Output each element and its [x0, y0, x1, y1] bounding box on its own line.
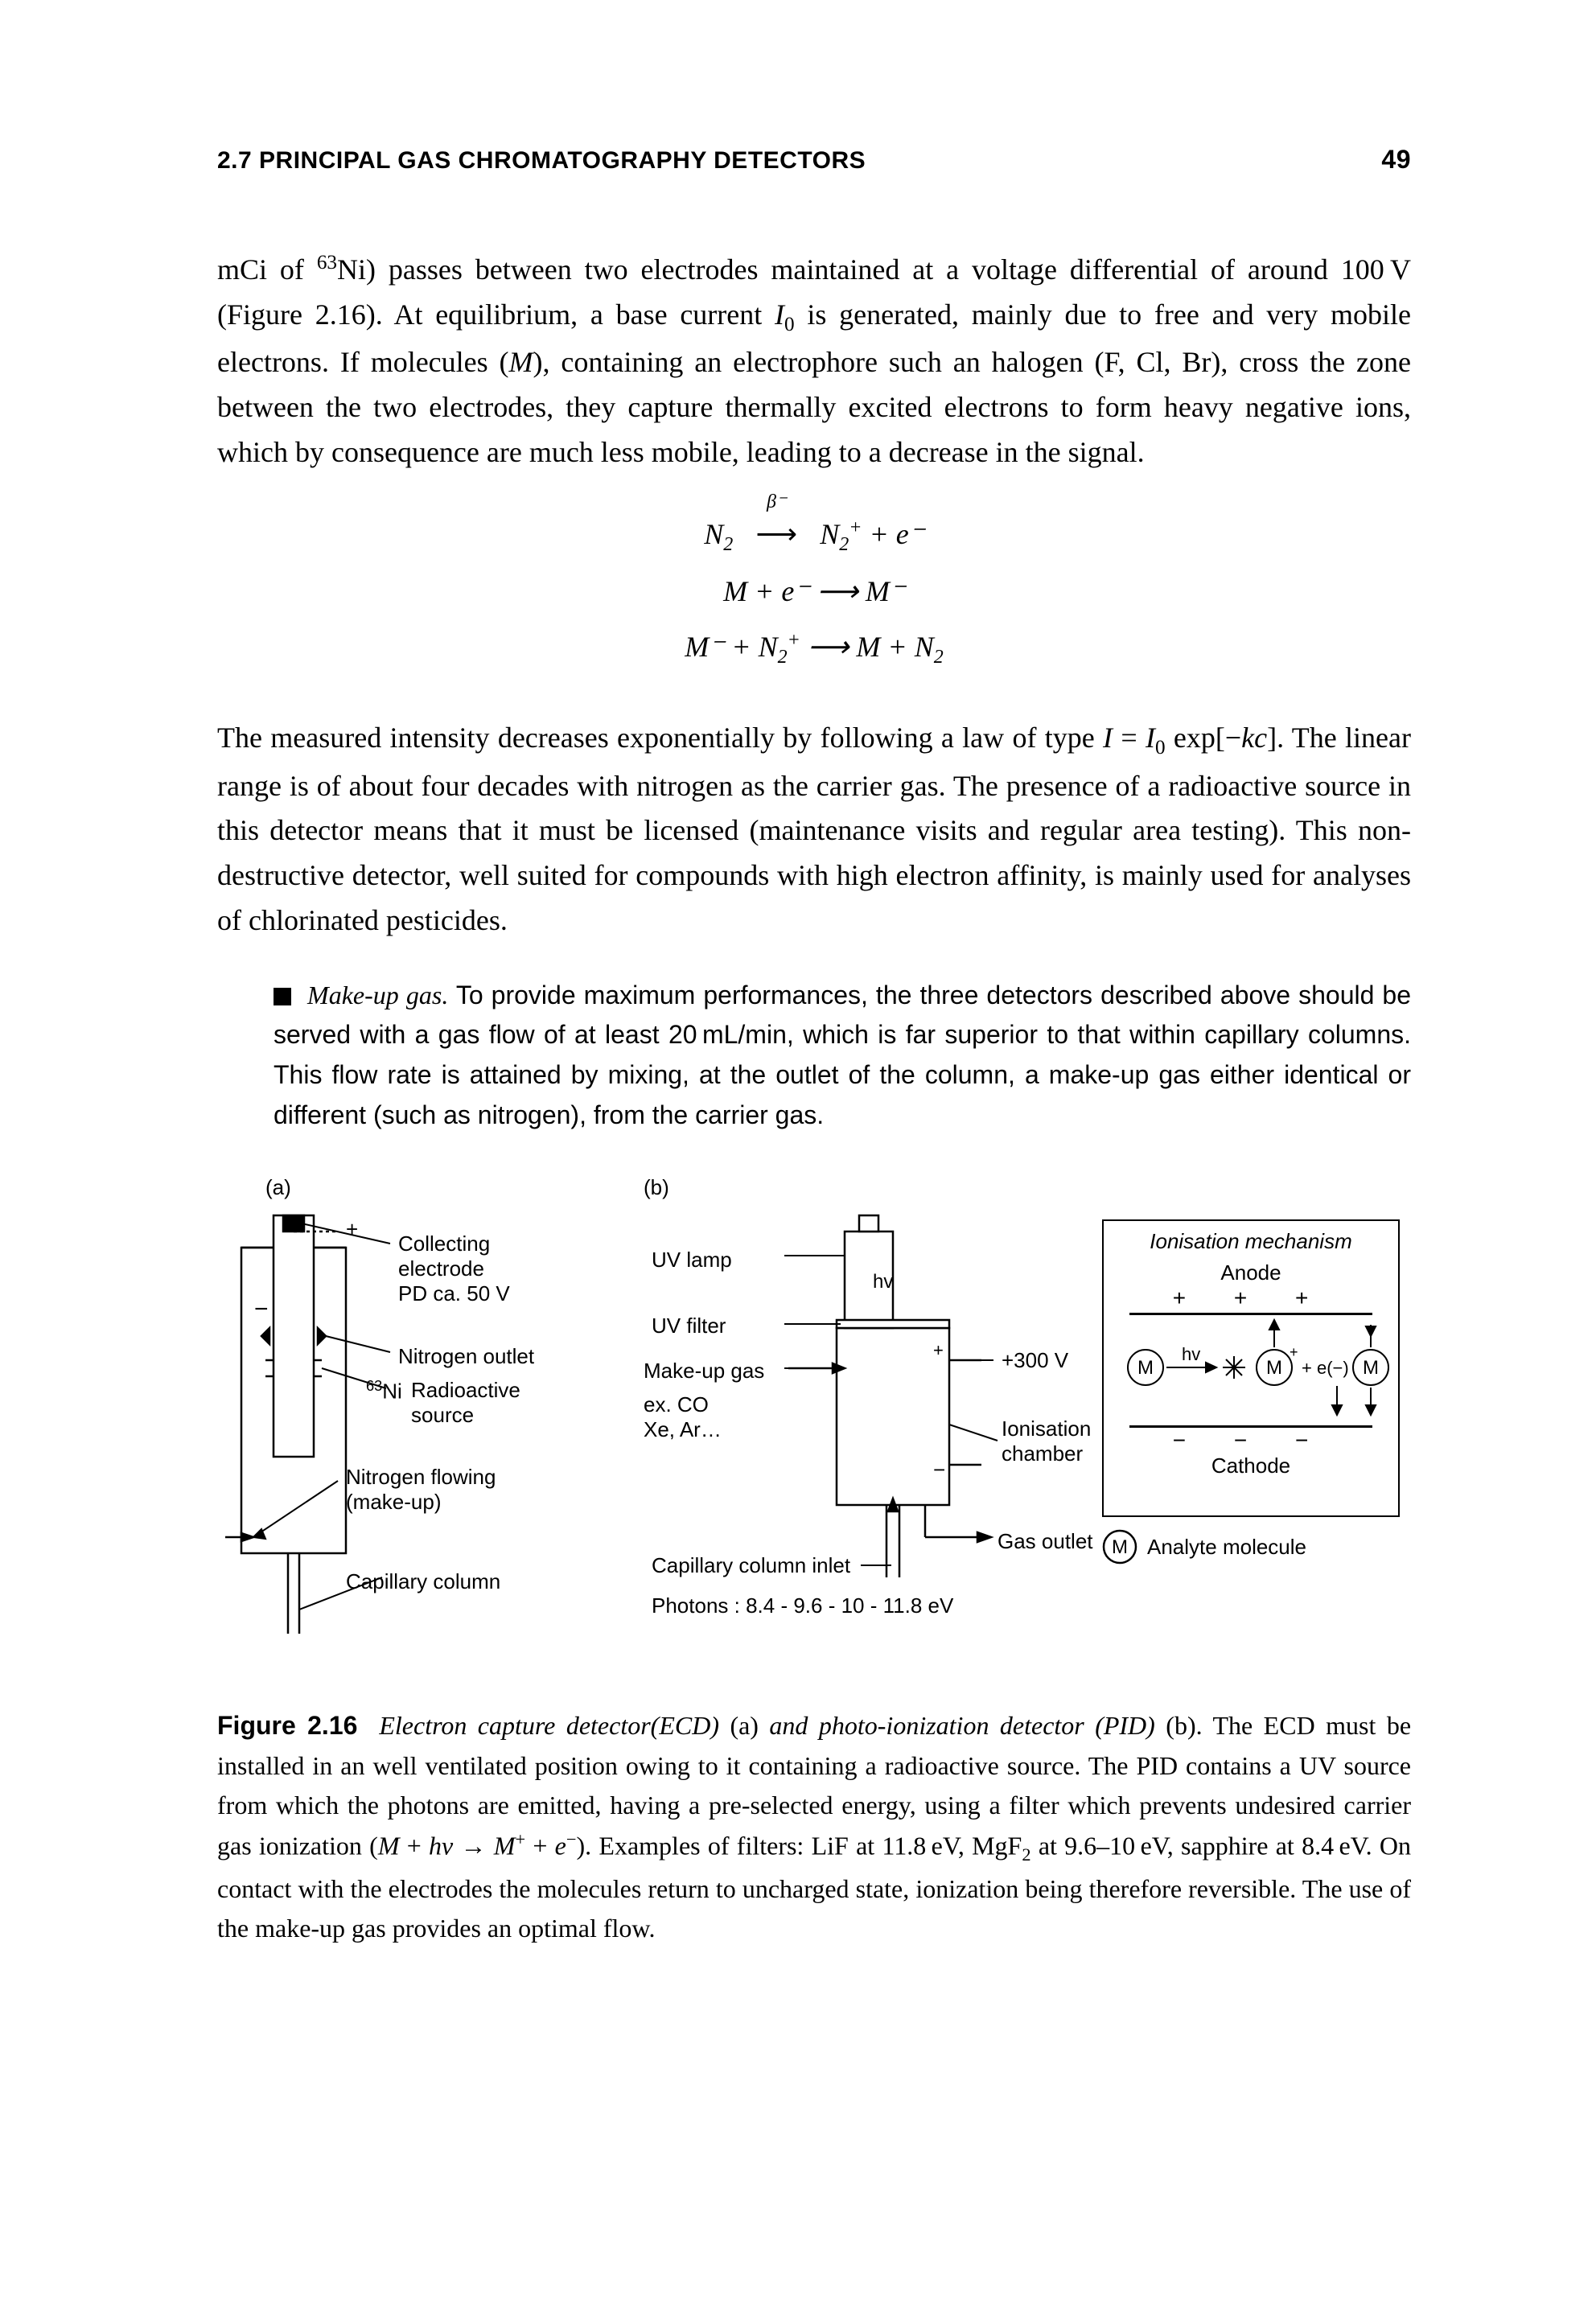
eq1-rsup: +: [849, 517, 862, 538]
eq1-rb: + e⁻: [862, 518, 923, 550]
figA-cap: Capillary column: [346, 1569, 500, 1594]
svg-text:M: M: [1112, 1536, 1128, 1558]
p1-a: mCi of: [217, 253, 317, 286]
eq3-b: ⟶ M + N: [800, 631, 934, 663]
figA-noutlet: Nitrogen outlet: [398, 1344, 534, 1369]
eq1-sub: 2: [723, 535, 733, 556]
page-number: 49: [1381, 145, 1411, 175]
eq3-s1: 2: [778, 647, 788, 668]
svg-text:M: M: [1137, 1357, 1154, 1379]
ion-mechanism-box: Ionisation mechanism Anode + + + M hv: [1102, 1219, 1400, 1517]
eq-2: M + e⁻ ⟶ M⁻: [217, 564, 1411, 619]
cap-b: (a): [719, 1711, 769, 1740]
figB-gasout: Gas outlet: [998, 1529, 1093, 1554]
section-title: 2.7 PRINCIPAL GAS CHROMATOGRAPHY DETECTO…: [217, 147, 866, 175]
figA-radio-pre: 63: [366, 1378, 382, 1394]
box-analyte-row: M Analyte molecule: [1102, 1529, 1306, 1565]
figB-uvlamp: UV lamp: [652, 1248, 732, 1273]
figB-ion: Ionisation chamber: [1002, 1416, 1091, 1466]
cap-c: and photo-ionization detector (PID): [769, 1711, 1154, 1740]
paragraph-2: The measured intensity decreases exponen…: [217, 716, 1411, 943]
box-analyte: Analyte molecule: [1147, 1535, 1306, 1560]
figB-tag: (b): [644, 1175, 669, 1200]
figA-collecting: Collecting electrode PD ca. 50 V: [398, 1231, 510, 1306]
eq1-beta: β⁻: [740, 484, 812, 521]
eq-1: N2 β⁻ ⟶ N2+ + e⁻: [217, 507, 1411, 564]
svg-text:M: M: [1266, 1357, 1282, 1379]
figB-300v: +300 V: [1002, 1348, 1068, 1373]
svg-text:hv: hv: [1182, 1344, 1200, 1364]
eq3-s2: 2: [934, 647, 944, 668]
box-svg: M hv M + + e(−) M: [1113, 1315, 1390, 1420]
box-anode: Anode: [1113, 1260, 1388, 1285]
box-cathode: Cathode: [1113, 1453, 1388, 1478]
figA-radio: Ni: [382, 1379, 402, 1404]
figB-uvfilter: UV filter: [652, 1314, 726, 1338]
figure-caption: Figure 2.16 Electron capture detector(EC…: [217, 1706, 1411, 1949]
svg-text:+ e(−): + e(−): [1302, 1358, 1349, 1378]
figA-radio-text: Radioactive source: [411, 1378, 520, 1428]
figA-tag: (a): [265, 1175, 291, 1200]
paragraph-1: mCi of 63Ni) passes between two electrod…: [217, 247, 1411, 475]
cap-a: Electron capture detector(ECD): [379, 1711, 719, 1740]
eq1-l: N: [704, 518, 723, 550]
eq3-p1: +: [788, 630, 800, 651]
svg-text:hv: hv: [873, 1271, 893, 1293]
figB-capin: Capillary column inlet: [652, 1553, 850, 1578]
note-lead: Make-up gas.: [307, 981, 448, 1009]
figB-makeup: Make-up gas: [644, 1359, 764, 1384]
svg-text:+: +: [933, 1340, 944, 1360]
svg-text:+: +: [1290, 1344, 1298, 1360]
equation-block: N2 β⁻ ⟶ N2+ + e⁻ M + e⁻ ⟶ M⁻ M⁻ + N2+ ⟶ …: [217, 507, 1411, 676]
running-header: 2.7 PRINCIPAL GAS CHROMATOGRAPHY DETECTO…: [217, 145, 1411, 175]
cap-e: ). Examples of filters: LiF at 11.8 eV, …: [577, 1832, 1022, 1861]
svg-text:+: +: [346, 1217, 358, 1241]
svg-text:−: −: [933, 1458, 945, 1482]
cap-label: Figure 2.16: [217, 1711, 357, 1740]
svg-text:−: −: [254, 1296, 269, 1322]
bullet-icon: [274, 988, 291, 1005]
makeup-gas-note: Make-up gas. To provide maximum performa…: [274, 976, 1411, 1135]
eq1-rsub: 2: [839, 535, 849, 556]
eq-3: M⁻ + N2+ ⟶ M + N2: [217, 619, 1411, 676]
eq3-a: M⁻ + N: [685, 631, 777, 663]
figB-photons: Photons : 8.4 - 9.6 - 10 - 11.8 eV: [652, 1593, 953, 1618]
figure-2-16: (a) (b): [217, 1175, 1411, 1674]
figA-nflow: Nitrogen flowing (make-up): [346, 1465, 496, 1515]
box-title: Ionisation mechanism: [1113, 1229, 1388, 1254]
figB-ex: ex. CO Xe, Ar…: [644, 1392, 722, 1442]
p2-a: The measured intensity decreases exponen…: [217, 722, 1103, 754]
eq1-ra: N: [820, 518, 839, 550]
svg-text:M: M: [1363, 1357, 1379, 1379]
